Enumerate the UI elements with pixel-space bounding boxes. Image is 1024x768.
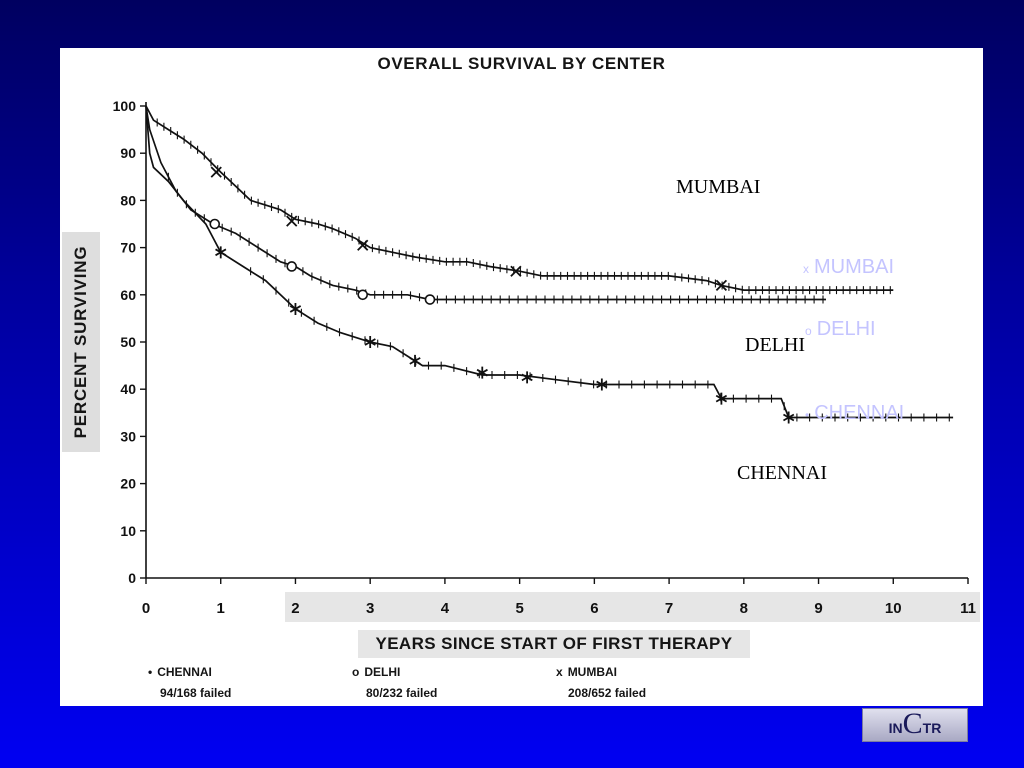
x-tick-label: 7 xyxy=(665,600,673,617)
overlay-text-delhi: DELHI xyxy=(816,318,876,340)
overlay-text-chennai: CHENNAI xyxy=(814,402,905,424)
x-tick-label: 1 xyxy=(217,600,225,617)
legend-symbol-chennai: • xyxy=(148,665,153,679)
y-tick-label: 90 xyxy=(120,145,136,161)
chennai-marker xyxy=(215,246,227,259)
mumbai-survival-curve xyxy=(145,105,894,291)
overlay-label-delhi: o DELHI xyxy=(805,318,876,341)
chennai-marker xyxy=(364,336,376,348)
mumbai-marker xyxy=(286,215,298,227)
legend-item-delhi: o DELHI xyxy=(352,665,400,679)
x-tick-label: 5 xyxy=(515,600,523,617)
chennai-marker xyxy=(409,354,421,367)
mumbai-marker-shape xyxy=(286,215,298,227)
chennai-marker-shape xyxy=(409,354,421,367)
x-tick-label: 2 xyxy=(291,600,299,617)
y-tick-label: 30 xyxy=(120,428,136,444)
y-tick-label: 10 xyxy=(120,523,136,539)
legend-label-chennai: CHENNAI xyxy=(157,665,212,679)
x-tick-label: 0 xyxy=(142,600,150,617)
x-tick-label: 8 xyxy=(740,600,748,617)
chennai-marker-shape xyxy=(289,302,302,315)
legend-detail-delhi: 80/232 failed xyxy=(366,686,438,700)
x-tick-label: 10 xyxy=(885,600,902,617)
legend-item-mumbai: x MUMBAI xyxy=(556,665,617,679)
y-tick-label: 70 xyxy=(120,240,136,256)
delhi-censor-ticks xyxy=(167,172,824,304)
delhi-marker-shape xyxy=(424,294,436,305)
chennai-marker-shape xyxy=(715,392,728,405)
y-tick-label: 20 xyxy=(120,476,136,492)
delhi-marker xyxy=(286,261,298,272)
logo-text-part2: C xyxy=(902,707,923,740)
x-tick-label: 3 xyxy=(366,600,374,617)
annotation-chennai: CHENNAI xyxy=(737,462,827,484)
logo-text-part1: IN xyxy=(888,720,903,736)
mumbai-censor-ticks xyxy=(156,118,891,295)
chennai-marker xyxy=(289,302,302,315)
delhi-marker xyxy=(424,294,436,305)
legend-symbol-delhi: o xyxy=(352,665,360,679)
survival-chart: 0 10 20 30 40 50 60 70 80 90 100 0 1 2 3 4 5 6 7 8 9 10 11 xyxy=(113,98,976,617)
annotation-mumbai: MUMBAI xyxy=(676,176,761,198)
legend-symbol-mumbai: x xyxy=(556,665,563,679)
chennai-marker-shape xyxy=(521,371,533,384)
x-tick-label: 11 xyxy=(960,600,976,617)
mumbai-marker xyxy=(357,239,369,251)
y-tick-label: 60 xyxy=(120,287,136,303)
x-tick-label: 4 xyxy=(441,600,450,617)
chennai-marker-shape xyxy=(215,246,227,259)
legend-label-mumbai: MUMBAI xyxy=(567,665,618,679)
x-tick-label: 9 xyxy=(814,600,822,617)
chennai-marker-shape xyxy=(783,411,795,424)
chennai-marker xyxy=(596,378,608,391)
delhi-marker-shape xyxy=(357,289,369,301)
overlay-symbol-chennai: • xyxy=(805,408,810,422)
inctr-logo: IN C TR xyxy=(862,708,968,742)
annotation-delhi: DELHI xyxy=(745,334,805,356)
mumbai-marker xyxy=(210,166,222,178)
chennai-marker xyxy=(715,392,728,405)
delhi-marker-shape xyxy=(209,218,221,230)
mumbai-marker-shape xyxy=(357,239,369,251)
mumbai-marker xyxy=(510,265,522,277)
logo-text-part3: TR xyxy=(922,720,942,736)
chennai-marker xyxy=(521,371,533,384)
overlay-text-mumbai: MUMBAI xyxy=(814,256,894,278)
y-tick-label: 0 xyxy=(128,570,136,586)
x-axis-label: YEARS SINCE START OF FIRST THERAPY xyxy=(375,634,733,653)
delhi-marker xyxy=(357,289,369,301)
x-tick-label: 6 xyxy=(590,600,598,617)
chennai-survival-curve xyxy=(145,105,954,419)
chart-title: OVERALL SURVIVAL BY CENTER xyxy=(377,54,666,73)
chennai-marker xyxy=(783,411,795,424)
legend-detail-chennai: 94/168 failed xyxy=(160,686,232,700)
chennai-marker-shape xyxy=(364,336,376,348)
chennai-marker xyxy=(476,366,488,379)
x-axis-label-box: YEARS SINCE START OF FIRST THERAPY xyxy=(358,630,750,658)
chennai-marker-shape xyxy=(476,366,488,379)
overlay-symbol-delhi: o xyxy=(805,324,812,338)
chart-panel: OVERALL SURVIVAL BY CENTER PERCENT SURVI… xyxy=(60,48,983,706)
overlay-symbol-mumbai: x xyxy=(803,262,809,276)
x-tick-band xyxy=(285,592,980,622)
mumbai-marker-shape xyxy=(510,265,522,277)
mumbai-marker-shape xyxy=(715,279,728,291)
delhi-marker-shape xyxy=(286,261,298,272)
chennai-marker-shape xyxy=(596,378,608,391)
mumbai-marker xyxy=(715,279,728,291)
y-tick-label: 100 xyxy=(113,98,137,114)
y-tick-label: 80 xyxy=(120,192,136,208)
overlay-label-chennai: • CHENNAI xyxy=(805,402,904,425)
legend-label-delhi: DELHI xyxy=(364,665,401,679)
mumbai-marker-shape xyxy=(210,166,222,178)
y-tick-label: 40 xyxy=(120,381,136,397)
delhi-marker xyxy=(209,218,221,230)
y-axis-label-box: PERCENT SURVIVING xyxy=(62,232,100,452)
y-tick-label: 50 xyxy=(120,334,136,350)
legend-detail-mumbai: 208/652 failed xyxy=(568,686,647,700)
overlay-label-mumbai: x MUMBAI xyxy=(803,256,894,279)
legend-item-chennai: • CHENNAI xyxy=(148,665,212,679)
